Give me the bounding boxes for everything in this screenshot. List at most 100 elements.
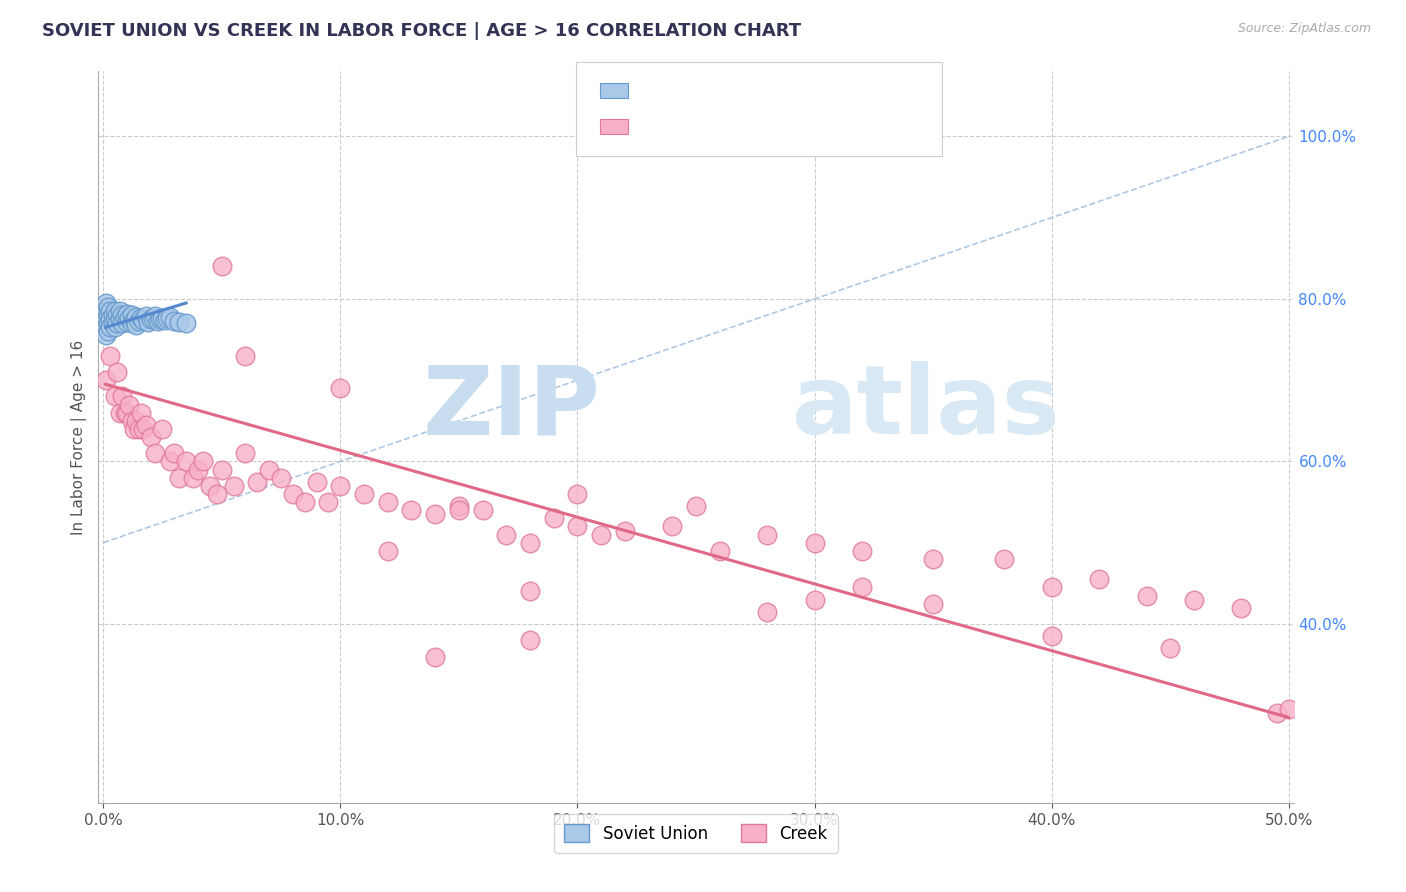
Point	[159, 454, 181, 468]
Point	[98, 312, 121, 326]
Point	[1182, 592, 1205, 607]
Point	[143, 446, 166, 460]
Point	[1135, 589, 1157, 603]
Point	[159, 310, 181, 324]
Point	[591, 527, 613, 541]
Point	[519, 535, 541, 549]
Point	[98, 349, 121, 363]
Point	[111, 308, 134, 322]
Point	[471, 503, 494, 517]
Point	[567, 519, 589, 533]
Point	[104, 304, 127, 318]
Point	[211, 462, 233, 476]
Point	[101, 316, 124, 330]
Text: ZIP: ZIP	[422, 361, 600, 454]
Point	[163, 314, 186, 328]
Point	[1159, 641, 1181, 656]
Text: N = 49: N = 49	[776, 80, 832, 95]
Point	[104, 320, 127, 334]
Point	[756, 527, 779, 541]
Point	[132, 422, 155, 436]
Point	[167, 471, 190, 485]
Point	[94, 320, 117, 334]
Text: atlas: atlas	[792, 361, 1060, 454]
Point	[294, 495, 316, 509]
Point	[613, 524, 636, 538]
Point	[142, 310, 165, 325]
Point	[104, 389, 127, 403]
Point	[125, 310, 148, 324]
Point	[101, 308, 124, 322]
Point	[152, 310, 174, 325]
Point	[108, 312, 131, 326]
Point	[246, 475, 269, 489]
Point	[153, 313, 176, 327]
Point	[257, 462, 280, 476]
Point	[98, 304, 121, 318]
Point	[97, 325, 120, 339]
Point	[139, 312, 162, 326]
Point	[122, 422, 145, 436]
Point	[167, 315, 190, 329]
Point	[377, 544, 399, 558]
Point	[108, 406, 131, 420]
Point	[519, 633, 541, 648]
Point	[1040, 581, 1063, 595]
Point	[135, 309, 157, 323]
Text: R =  0.126: R = 0.126	[640, 80, 725, 95]
Point	[993, 552, 1015, 566]
Point	[329, 381, 352, 395]
Point	[191, 454, 214, 468]
Point	[121, 308, 143, 322]
Point	[174, 454, 197, 468]
Point	[118, 398, 141, 412]
Text: Source: ZipAtlas.com: Source: ZipAtlas.com	[1237, 22, 1371, 36]
Point	[105, 308, 128, 322]
Point	[495, 527, 517, 541]
Point	[281, 487, 304, 501]
Point	[122, 313, 145, 327]
Point	[447, 503, 470, 517]
Point	[851, 581, 873, 595]
Point	[756, 605, 779, 619]
Point	[94, 304, 117, 318]
Text: R = -0.610: R = -0.610	[640, 116, 725, 130]
Point	[125, 414, 148, 428]
Point	[1088, 572, 1111, 586]
Point	[97, 308, 120, 322]
Point	[114, 310, 136, 324]
Point	[118, 311, 141, 326]
Point	[163, 446, 186, 460]
Point	[105, 316, 128, 330]
Point	[121, 414, 143, 428]
Text: N =  81: N = 81	[776, 116, 838, 130]
Point	[235, 349, 257, 363]
Point	[98, 320, 121, 334]
Point	[519, 584, 541, 599]
Point	[111, 389, 134, 403]
Point	[235, 446, 257, 460]
Y-axis label: In Labor Force | Age > 16: In Labor Force | Age > 16	[72, 340, 87, 534]
Point	[121, 316, 143, 330]
Point	[129, 311, 152, 326]
Point	[135, 417, 157, 432]
Point	[108, 304, 131, 318]
Point	[136, 316, 159, 330]
Point	[709, 544, 731, 558]
Text: SOVIET UNION VS CREEK IN LABOR FORCE | AGE > 16 CORRELATION CHART: SOVIET UNION VS CREEK IN LABOR FORCE | A…	[42, 22, 801, 40]
Point	[803, 535, 825, 549]
Point	[181, 471, 204, 485]
Point	[305, 475, 328, 489]
Point	[1230, 600, 1253, 615]
Point	[115, 406, 138, 420]
Point	[353, 487, 375, 501]
Point	[94, 373, 117, 387]
Point	[97, 300, 120, 314]
Point	[567, 487, 589, 501]
Point	[149, 312, 172, 326]
Point	[132, 313, 155, 327]
Point	[94, 328, 117, 343]
Point	[143, 309, 166, 323]
Point	[211, 260, 233, 274]
Point	[94, 312, 117, 326]
